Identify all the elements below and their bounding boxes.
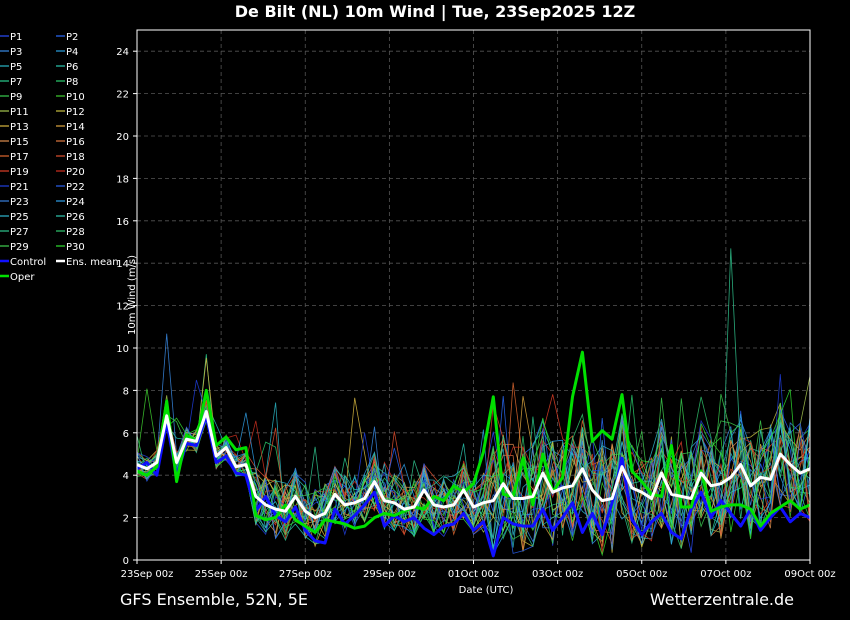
legend-label: Ens. mean (66, 257, 119, 268)
legend-label: P4 (66, 47, 78, 58)
highlighted-series (136, 350, 811, 558)
chart-title: De Bilt (NL) 10m Wind | Tue, 23Sep2025 1… (235, 2, 635, 22)
y-tick-label: 8 (123, 386, 129, 397)
series-line-p24 (136, 403, 811, 547)
y-tick-label: 6 (123, 429, 129, 440)
legend-label: P7 (10, 77, 22, 88)
legend-label: P21 (10, 182, 29, 193)
x-axis-ticks: 23Sep 00z 25Sep 00z 27Sep 00z 29Sep 00z 01Oc… (121, 560, 836, 580)
legend-label: P6 (66, 62, 78, 73)
legend-label: P13 (10, 122, 29, 133)
legend: P1 P2 P3 P4 P5 P6 P7 P8 P9 P10 P11 P12 P13 P14 P15 P16 P… (0, 32, 119, 283)
legend-label: P26 (66, 212, 85, 223)
legend-label: Control (10, 257, 46, 268)
legend-label: P9 (10, 92, 22, 103)
legend-label: P19 (10, 167, 29, 178)
legend-label: Oper (10, 272, 35, 283)
legend-label: P17 (10, 152, 29, 163)
x-tick-label: 05Oct 00z (616, 569, 667, 580)
legend-label: P1 (10, 32, 22, 43)
x-tick-label: 09Oct 00z (784, 569, 835, 580)
y-tick-label: 24 (116, 47, 129, 58)
legend-label: P24 (66, 197, 85, 208)
y-axis-label: 10m Wind (m/s) (127, 255, 138, 335)
legend-label: P10 (66, 92, 85, 103)
y-tick-label: 2 (123, 514, 129, 525)
y-tick-label: 18 (116, 174, 129, 185)
legend-label: P23 (10, 197, 29, 208)
y-tick-label: 16 (116, 217, 129, 228)
legend-label: P27 (10, 227, 29, 238)
series-line-control (136, 414, 811, 558)
legend-label: P3 (10, 47, 22, 58)
legend-label: P2 (66, 32, 78, 43)
legend-label: P14 (66, 122, 85, 133)
footer-model-label: GFS Ensemble, 52N, 5E (120, 590, 308, 609)
y-tick-label: 12 (116, 302, 129, 313)
x-tick-label: 03Oct 00z (532, 569, 583, 580)
x-tick-label: 29Sep 00z (363, 569, 416, 580)
legend-label: P22 (66, 182, 85, 193)
x-tick-label: 23Sep 00z (121, 569, 174, 580)
series-line-ens-mean (136, 410, 811, 520)
legend-label: P8 (66, 77, 78, 88)
y-tick-label: 22 (116, 90, 129, 101)
legend-label: P30 (66, 242, 85, 253)
x-axis-label: Date (UTC) (459, 585, 514, 596)
footer-source-label: Wetterzentrale.de (650, 590, 794, 609)
y-tick-label: 0 (123, 556, 129, 567)
legend-label: P28 (66, 227, 85, 238)
legend-label: P15 (10, 137, 29, 148)
y-tick-label: 4 (123, 471, 129, 482)
y-tick-label: 20 (116, 132, 129, 143)
y-tick-label: 14 (116, 259, 129, 270)
x-tick-label: 01Oct 00z (448, 569, 499, 580)
legend-label: P12 (66, 107, 85, 118)
legend-label: P16 (66, 137, 85, 148)
x-tick-label: 07Oct 00z (700, 569, 751, 580)
y-tick-label: 10 (116, 344, 129, 355)
x-tick-label: 25Sep 00z (195, 569, 248, 580)
x-tick-label: 27Sep 00z (279, 569, 332, 580)
legend-label: P20 (66, 167, 85, 178)
legend-label: P25 (10, 212, 29, 223)
legend-label: P5 (10, 62, 22, 73)
legend-label: P29 (10, 242, 29, 253)
legend-label: P18 (66, 152, 85, 163)
legend-label: P11 (10, 107, 29, 118)
